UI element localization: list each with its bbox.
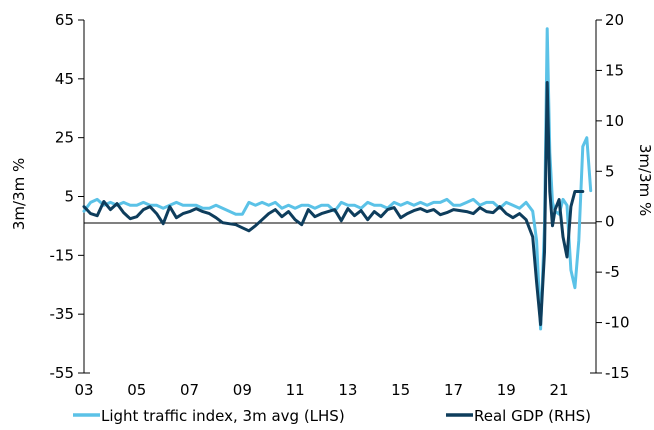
right-axis-title: 3m/3m %: [636, 144, 654, 216]
legend-label-light-traffic: Light traffic index, 3m avg (LHS): [101, 407, 345, 425]
x-tick-label: 05: [127, 381, 146, 399]
x-tick-label: 11: [286, 381, 305, 399]
left-tick-label: 5: [64, 188, 74, 206]
series-layer: [82, 27, 593, 331]
series-line-real-gdp: [82, 81, 585, 327]
legend-label-real-gdp: Real GDP (RHS): [474, 407, 591, 425]
right-tick-label: -10: [605, 314, 630, 332]
right-tick-label: 0: [605, 213, 615, 231]
left-tick-label: -35: [50, 305, 75, 323]
series-line-light-traffic: [82, 27, 593, 331]
x-tick-label: 21: [550, 381, 569, 399]
right-tick-label: 20: [605, 11, 624, 29]
right-tick-label: 15: [605, 61, 624, 79]
x-tick-label: 03: [74, 381, 93, 399]
left-tick-label: -15: [50, 246, 75, 264]
right-tick-label: -15: [605, 364, 630, 382]
left-tick-label: 45: [55, 70, 74, 88]
x-tick-label: 15: [391, 381, 410, 399]
left-tick-label: -55: [50, 364, 75, 382]
left-y-ticks: 65 45 25 5 -15 -35 -55: [50, 11, 84, 382]
left-tick-label: 65: [55, 11, 74, 29]
right-tick-label: 5: [605, 162, 615, 180]
right-tick-label: -5: [605, 263, 620, 281]
x-tick-label: 13: [338, 381, 357, 399]
x-tick-label: 19: [497, 381, 516, 399]
right-tick-label: 10: [605, 112, 624, 130]
axes: [83, 20, 597, 373]
legend: Light traffic index, 3m avg (LHS) Real G…: [73, 407, 591, 425]
left-axis-title: 3m/3m %: [10, 158, 28, 230]
x-tick-label: 17: [444, 381, 463, 399]
left-tick-label: 25: [55, 129, 74, 147]
x-ticks: 03 05 07 09 11 13 15 17 19 21: [74, 372, 596, 399]
x-tick-label: 09: [233, 381, 252, 399]
x-tick-label: 07: [180, 381, 199, 399]
right-y-ticks: 20 15 10 5 0 -5 -10 -15: [596, 11, 630, 382]
